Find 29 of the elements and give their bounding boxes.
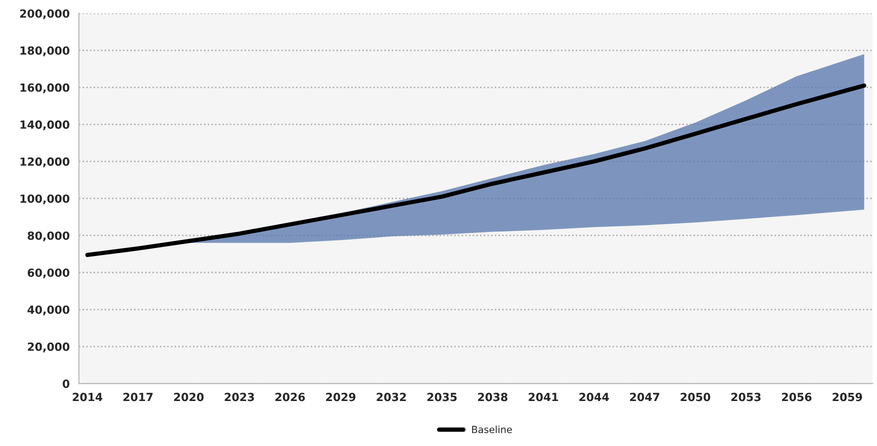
- y-tick-label: 100,000: [20, 194, 70, 204]
- x-tick-label: 2026: [275, 392, 305, 402]
- y-tick-label: 60,000: [28, 268, 70, 278]
- x-tick-label: 2044: [579, 392, 609, 402]
- x-tick-label: 2014: [72, 392, 102, 402]
- x-tick-label: 2056: [782, 392, 812, 402]
- x-tick-label: 2059: [832, 392, 862, 402]
- y-tick-label: 180,000: [20, 46, 70, 56]
- x-tick-label: 2053: [731, 392, 761, 402]
- x-tick-label: 2029: [326, 392, 356, 402]
- legend-label: Baseline: [472, 426, 512, 434]
- x-tick-label: 2032: [376, 392, 406, 402]
- y-tick-label: 0: [62, 380, 70, 388]
- y-tick-label: 140,000: [20, 120, 70, 130]
- y-tick-label: 80,000: [28, 231, 70, 242]
- line-series: [85, 83, 866, 258]
- x-tick-label: 2020: [174, 392, 204, 402]
- y-tick-label: 40,000: [28, 306, 70, 316]
- y-tick-label: 120,000: [20, 157, 70, 168]
- x-tick-label: 2041: [528, 392, 558, 402]
- x-tick-label: 2038: [478, 392, 508, 402]
- x-tick-label: 2035: [427, 392, 457, 402]
- x-tick-label: 2017: [123, 392, 153, 402]
- x-tick-label: 2050: [680, 392, 710, 402]
- y-tick-label: 20,000: [28, 342, 70, 352]
- x-tick-label: 2023: [224, 392, 254, 402]
- x-tick-label: 2047: [630, 392, 660, 402]
- y-tick-label: 160,000: [20, 83, 70, 94]
- y-tick-label: 200,000: [20, 9, 70, 20]
